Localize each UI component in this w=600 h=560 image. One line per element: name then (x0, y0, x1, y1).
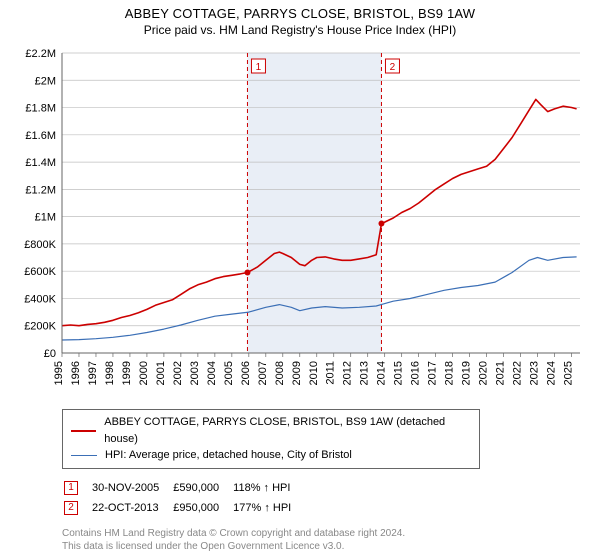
svg-text:1997: 1997 (87, 361, 99, 385)
sale-price-1: £590,000 (173, 479, 231, 497)
svg-text:£1.2M: £1.2M (25, 184, 56, 196)
svg-text:2021: 2021 (495, 361, 507, 385)
legend-label-1: ABBEY COTTAGE, PARRYS CLOSE, BRISTOL, BS… (104, 414, 471, 447)
chart-title: ABBEY COTTAGE, PARRYS CLOSE, BRISTOL, BS… (10, 6, 590, 21)
svg-text:2008: 2008 (274, 361, 286, 385)
sale-marker-2: 2 (64, 501, 78, 515)
chart-container: ABBEY COTTAGE, PARRYS CLOSE, BRISTOL, BS… (0, 0, 600, 558)
chart-area: £0 £200K £400K £600K £800K £1M £1.2M £1.4M £1.6M… (10, 43, 590, 403)
sale-date-2: 22-OCT-2013 (92, 499, 171, 517)
svg-text:2000: 2000 (138, 361, 150, 385)
svg-text:2007: 2007 (257, 361, 269, 385)
sale-price-2: £950,000 (173, 499, 231, 517)
svg-text:2023: 2023 (529, 361, 541, 385)
svg-text:2017: 2017 (427, 361, 439, 385)
legend-swatch-blue (71, 455, 97, 456)
svg-text:1998: 1998 (104, 361, 116, 385)
svg-text:£2M: £2M (35, 75, 56, 87)
svg-text:2: 2 (390, 62, 396, 73)
svg-text:£1M: £1M (35, 212, 56, 224)
svg-text:2005: 2005 (223, 361, 235, 385)
legend-row-2: HPI: Average price, detached house, City… (71, 447, 471, 464)
sale-date-1: 30-NOV-2005 (92, 479, 171, 497)
svg-text:2018: 2018 (444, 361, 456, 385)
svg-text:£400K: £400K (24, 293, 56, 305)
svg-text:2016: 2016 (410, 361, 422, 385)
svg-text:2003: 2003 (189, 361, 201, 385)
footnote-line-1: Contains HM Land Registry data © Crown c… (62, 527, 562, 541)
svg-text:£800K: £800K (24, 239, 56, 251)
chart-subtitle: Price paid vs. HM Land Registry's House … (10, 23, 590, 37)
svg-text:£200K: £200K (24, 321, 56, 333)
footnote: Contains HM Land Registry data © Crown c… (62, 527, 562, 554)
legend-row-1: ABBEY COTTAGE, PARRYS CLOSE, BRISTOL, BS… (71, 414, 471, 447)
footnote-line-2: This data is licensed under the Open Gov… (62, 540, 562, 554)
svg-text:2014: 2014 (376, 361, 388, 385)
svg-text:2012: 2012 (342, 361, 354, 385)
sales-table: 1 30-NOV-2005 £590,000 118% ↑ HPI 2 22-O… (62, 477, 305, 519)
svg-text:£600K: £600K (24, 266, 56, 278)
legend-swatch-red (71, 430, 96, 432)
svg-text:2011: 2011 (325, 361, 337, 385)
table-row: 2 22-OCT-2013 £950,000 177% ↑ HPI (64, 499, 303, 517)
legend: ABBEY COTTAGE, PARRYS CLOSE, BRISTOL, BS… (62, 409, 480, 469)
svg-text:2019: 2019 (461, 361, 473, 385)
svg-text:1995: 1995 (53, 361, 65, 385)
sale-hpi-2: 177% ↑ HPI (233, 499, 303, 517)
svg-text:2004: 2004 (206, 361, 218, 385)
svg-text:£2.2M: £2.2M (25, 48, 56, 60)
svg-text:£1.8M: £1.8M (25, 103, 56, 115)
svg-text:2025: 2025 (563, 361, 575, 385)
svg-text:£0: £0 (44, 348, 56, 360)
svg-text:2006: 2006 (240, 361, 252, 385)
svg-text:2010: 2010 (308, 361, 320, 385)
svg-text:2020: 2020 (478, 361, 490, 385)
svg-text:1999: 1999 (121, 361, 133, 385)
svg-text:1: 1 (256, 62, 262, 73)
sale-marker-1: 1 (64, 481, 78, 495)
svg-text:2009: 2009 (291, 361, 303, 385)
svg-text:2002: 2002 (172, 361, 184, 385)
svg-text:2001: 2001 (155, 361, 167, 385)
svg-text:2013: 2013 (359, 361, 371, 385)
svg-text:1996: 1996 (70, 361, 82, 385)
sale-hpi-1: 118% ↑ HPI (233, 479, 303, 497)
svg-text:£1.4M: £1.4M (25, 157, 56, 169)
legend-label-2: HPI: Average price, detached house, City… (105, 447, 352, 464)
svg-text:£1.6M: £1.6M (25, 130, 56, 142)
svg-text:2024: 2024 (546, 361, 558, 385)
svg-text:2015: 2015 (393, 361, 405, 385)
svg-text:2022: 2022 (512, 361, 524, 385)
chart-svg: £0 £200K £400K £600K £800K £1M £1.2M £1.4M £1.6M… (10, 43, 590, 403)
table-row: 1 30-NOV-2005 £590,000 118% ↑ HPI (64, 479, 303, 497)
